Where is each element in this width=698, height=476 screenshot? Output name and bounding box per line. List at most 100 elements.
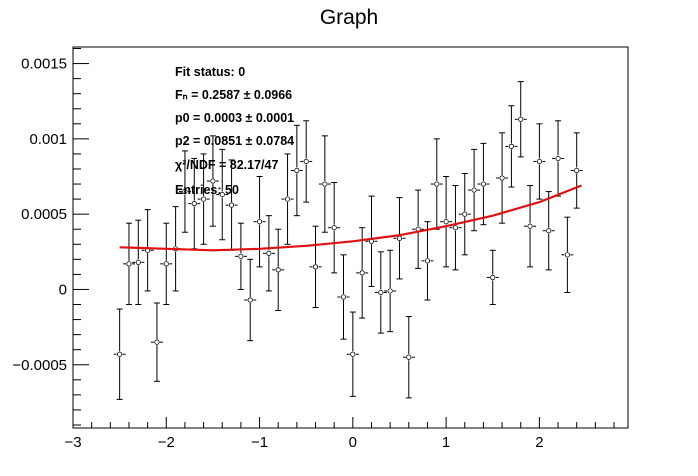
marker: [490, 274, 496, 281]
marker: [480, 181, 487, 187]
data-point: [561, 216, 574, 293]
data-point: [300, 120, 313, 203]
data-point: [477, 142, 490, 226]
data-point: [505, 105, 518, 188]
data-point: [374, 251, 387, 334]
marker: [163, 261, 169, 267]
data-point: [384, 249, 397, 333]
data-point: [160, 222, 173, 306]
marker: [200, 196, 207, 202]
data-point: [244, 258, 257, 342]
marker: [284, 196, 291, 202]
marker: [126, 261, 132, 267]
fit-curve: [119, 184, 582, 252]
marker: [312, 264, 319, 270]
data-point: [430, 138, 443, 230]
axes: −3 −2 −1 0 1 2 −0.0005 0 0.0005 0.001 0.0015: [12, 48, 615, 451]
x-tick-label: −1: [251, 434, 268, 451]
data-point: [486, 249, 499, 306]
data-point: [197, 153, 210, 245]
marker: [564, 252, 570, 258]
marker: [471, 187, 477, 193]
data-point: [421, 221, 434, 301]
data-point: [356, 227, 369, 319]
stat-fit-status: Fit status: 0: [175, 65, 245, 79]
data-point: [365, 195, 378, 287]
y-tick-label: 0.0005: [21, 206, 67, 223]
data-point: [570, 132, 583, 209]
marker: [275, 267, 281, 273]
marker: [536, 158, 542, 165]
data-point: [281, 153, 294, 245]
marker: [266, 250, 272, 256]
data-point: [514, 81, 527, 158]
data-point: [272, 228, 285, 312]
chart-title: Graph: [320, 6, 378, 29]
marker: [499, 175, 505, 181]
stat-p2: p2 = 0.0851 ± 0.0784: [175, 134, 294, 148]
marker: [424, 258, 431, 264]
data-point: [253, 176, 266, 268]
y-tick-label: −0.0005: [12, 357, 67, 374]
marker: [508, 143, 515, 149]
stat-chi2: χ²/NDF = 82.17/47: [175, 158, 278, 172]
data-point: [234, 222, 247, 290]
marker: [210, 178, 216, 184]
data-point: [533, 123, 546, 200]
x-tick-label: 2: [535, 434, 543, 451]
stat-fn: Fₙ = 0.2587 ± 0.0966: [175, 88, 292, 102]
y-tick-label: 0.0015: [21, 56, 67, 73]
marker: [527, 223, 533, 229]
data-point: [458, 172, 471, 256]
marker: [434, 181, 440, 187]
marker: [331, 225, 337, 231]
data-point: [122, 222, 135, 306]
marker: [228, 202, 235, 208]
data-point: [542, 191, 555, 271]
data-point: [524, 185, 537, 268]
stat-p0: p0 = 0.0003 ± 0.0001: [175, 111, 294, 125]
marker: [247, 297, 253, 303]
marker: [238, 253, 244, 259]
data-point: [393, 197, 406, 280]
data-point: [132, 219, 145, 306]
marker: [154, 339, 160, 345]
marker: [518, 116, 524, 122]
stats-box: Fit status: 0 Fₙ = 0.2587 ± 0.0966 p0 = …: [175, 65, 294, 197]
data-point: [449, 185, 462, 271]
data-point: [337, 254, 350, 340]
data-point: [290, 124, 303, 217]
x-tick-label: −2: [158, 434, 175, 451]
y-tick-label: 0: [59, 281, 67, 298]
data-point: [328, 182, 341, 274]
marker: [135, 259, 141, 265]
data-point: [216, 148, 229, 241]
data-point: [113, 308, 126, 400]
marker: [117, 351, 123, 357]
plot-frame: [72, 46, 629, 429]
data-point: [346, 311, 359, 397]
marker: [219, 191, 225, 198]
marker: [443, 219, 449, 225]
data-point: [262, 215, 275, 292]
marker: [303, 158, 309, 165]
data-point: [225, 159, 238, 251]
marker: [546, 228, 552, 234]
data-point: [178, 150, 191, 233]
data-point: [468, 148, 481, 232]
data-point: [496, 132, 509, 224]
data-point: [206, 135, 219, 227]
fit-curve-group: [119, 184, 582, 252]
marker: [555, 155, 561, 162]
marker: [452, 225, 459, 231]
data-series: [113, 81, 583, 400]
marker: [322, 181, 328, 187]
data-point: [309, 225, 322, 309]
marker: [359, 270, 365, 276]
marker: [396, 235, 403, 241]
marker: [462, 211, 468, 217]
marker: [387, 288, 393, 294]
marker: [350, 351, 356, 357]
marker: [406, 354, 412, 360]
